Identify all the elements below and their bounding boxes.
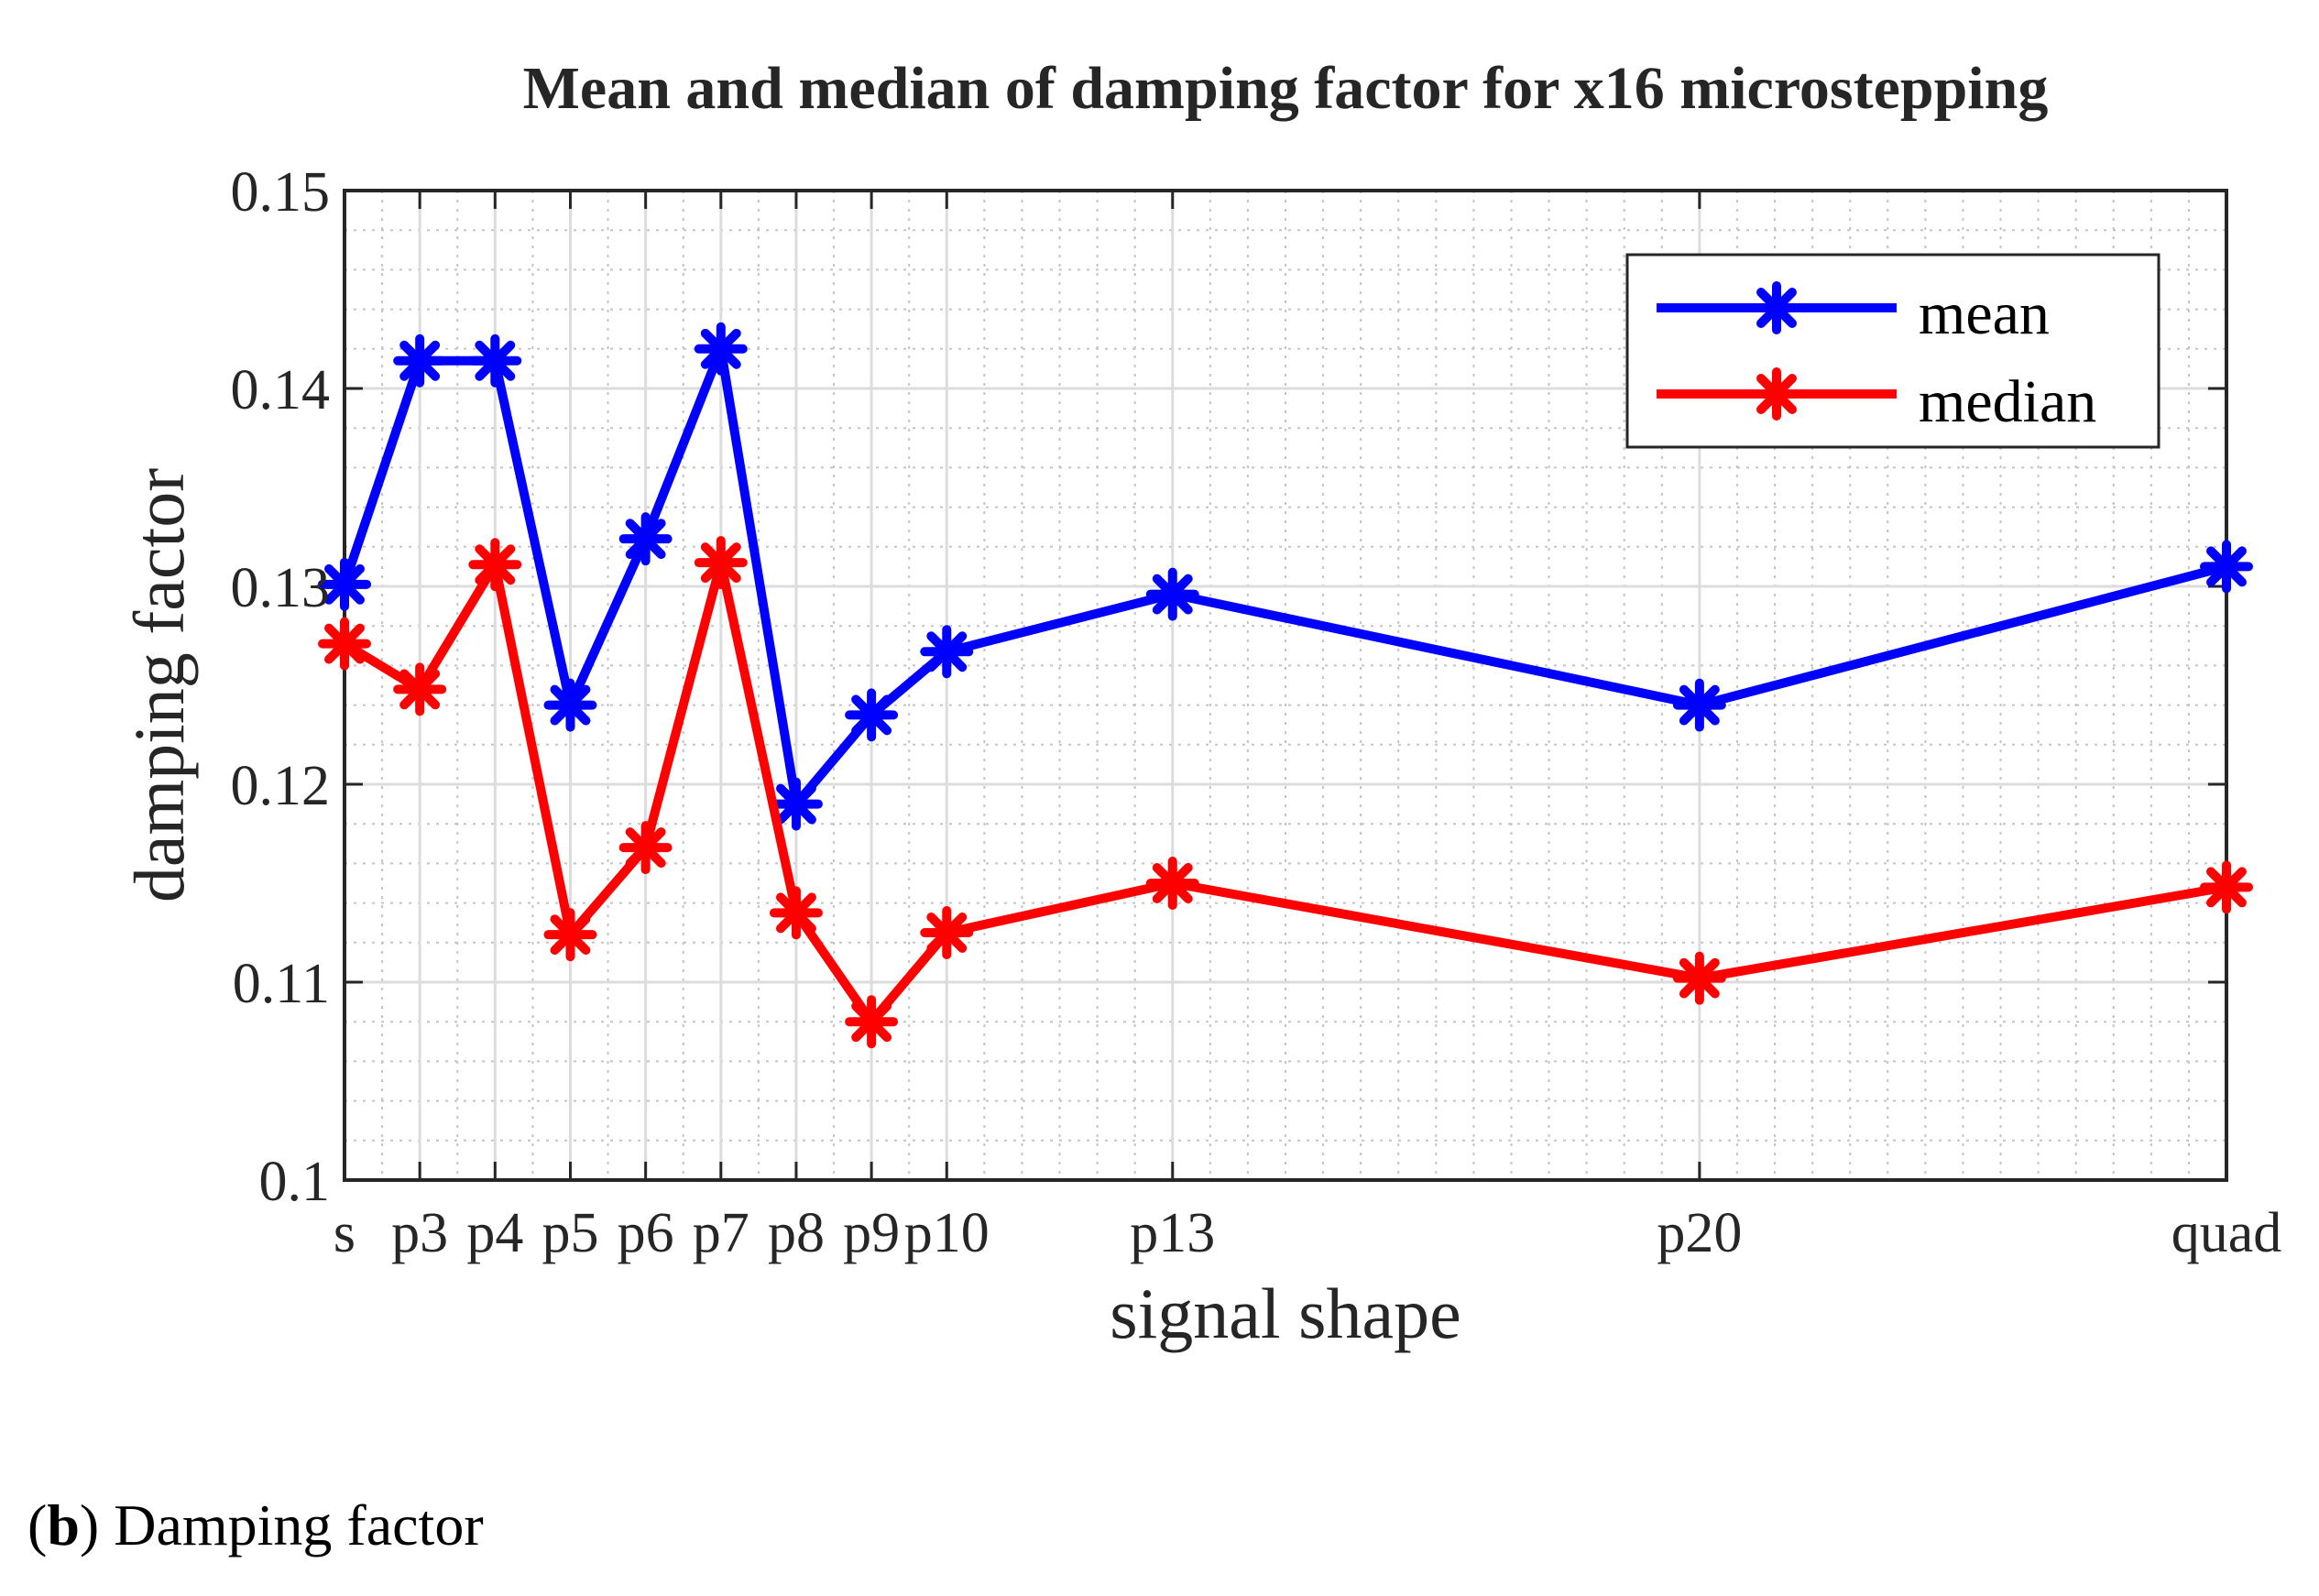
marker-stroke [700,328,741,369]
figure-caption: (b) Damping factor [27,1492,484,1558]
x-tick-label: p13 [1130,1202,1215,1264]
marker-stroke [926,913,968,953]
marker-stroke [550,684,591,726]
data-point-mean [845,688,899,742]
data-point-mean [468,333,522,388]
x-tick-label: s [334,1202,356,1264]
x-tick-label: p5 [541,1202,598,1264]
data-point-median [543,908,597,962]
data-point-median [694,536,748,590]
marker-stroke [1756,288,1797,328]
y-tick-labels: 0.1 0.11 0.12 0.13 0.14 0.15 [231,161,331,1213]
data-point-median [1672,951,1726,1005]
data-point-median [1145,857,1199,910]
marker-stroke [475,340,516,381]
data-point-median [920,906,974,959]
legend-label-mean: mean [1919,280,2050,347]
marker-stroke [700,542,741,584]
marker-stroke [324,563,365,605]
data-point-mean [618,512,673,566]
data-point-median [2200,860,2253,914]
chart-title: Mean and median of damping factor for x1… [523,55,2049,122]
legend-marker-median [1750,367,1803,421]
marker-stroke [926,631,968,672]
x-tick-label: p3 [391,1202,448,1264]
y-tick-label: 0.1 [259,1151,331,1213]
legend: mean median [1625,253,2160,449]
data-point-median [769,886,823,940]
marker-stroke [851,1001,892,1043]
x-tick-label: p10 [904,1202,990,1264]
x-tick-label: p6 [618,1202,674,1264]
data-point-median [393,662,447,716]
series-line-median [342,558,2227,1027]
y-tick-label: 0.13 [231,557,331,619]
marker-stroke [324,623,365,664]
series-layer [318,322,2253,1049]
legend-point-mean [1750,281,1803,334]
data-point-mean [543,678,597,732]
data-point-median [845,995,899,1049]
data-point-mean [694,322,748,376]
marker-stroke [1152,574,1193,615]
marker-stroke [1152,863,1193,903]
x-tick-label: p8 [768,1202,825,1264]
y-axis-label: damping factor [119,468,199,902]
plot-frame [343,189,2228,1182]
data-point-mean [1672,678,1726,732]
legend-point-median [1750,367,1803,421]
marker-stroke [625,519,666,560]
marker-stroke [1756,374,1797,414]
legend-box [1625,253,2160,449]
data-point-mean [920,625,974,679]
data-point-mean [1145,567,1199,621]
marker-stroke [851,694,892,736]
caption-text: Damping factor [99,1492,484,1558]
marker-stroke [550,914,591,956]
caption-label: b [47,1492,80,1558]
x-tick-label: quad [2171,1202,2282,1264]
x-tick-labels: s p3 p4 p5 p6 p7 p8 p9 p10 p13 p20 quad [334,1202,2281,1264]
x-tick-label: p7 [693,1202,749,1264]
x-tick-label: p4 [466,1202,523,1264]
marker-stroke [2206,867,2247,908]
marker-stroke [775,892,816,934]
data-point-median [618,821,673,875]
marker-stroke [1679,684,1720,726]
legend-marker-mean [1750,281,1803,334]
y-tick-label: 0.14 [231,359,331,421]
marker-stroke [625,827,666,869]
marker-stroke [399,669,441,710]
x-tick-label: p9 [843,1202,900,1264]
legend-label-median: median [1919,368,2096,435]
marker-stroke [475,544,516,585]
x-tick-label: p20 [1657,1202,1742,1264]
x-axis-label: signal shape [1110,1274,1460,1353]
data-point-median [468,538,522,592]
marker-stroke [2206,546,2247,587]
marker-stroke [1679,957,1720,999]
data-point-mean [318,557,371,611]
data-point-median [318,617,371,671]
data-point-mean [393,333,447,388]
y-tick-label: 0.12 [231,755,331,817]
y-tick-label: 0.15 [231,161,331,224]
marker-stroke [399,340,441,381]
y-tick-label: 0.11 [233,953,330,1015]
data-point-mean [769,777,823,831]
data-point-mean [2200,540,2253,594]
marker-stroke [775,783,816,825]
